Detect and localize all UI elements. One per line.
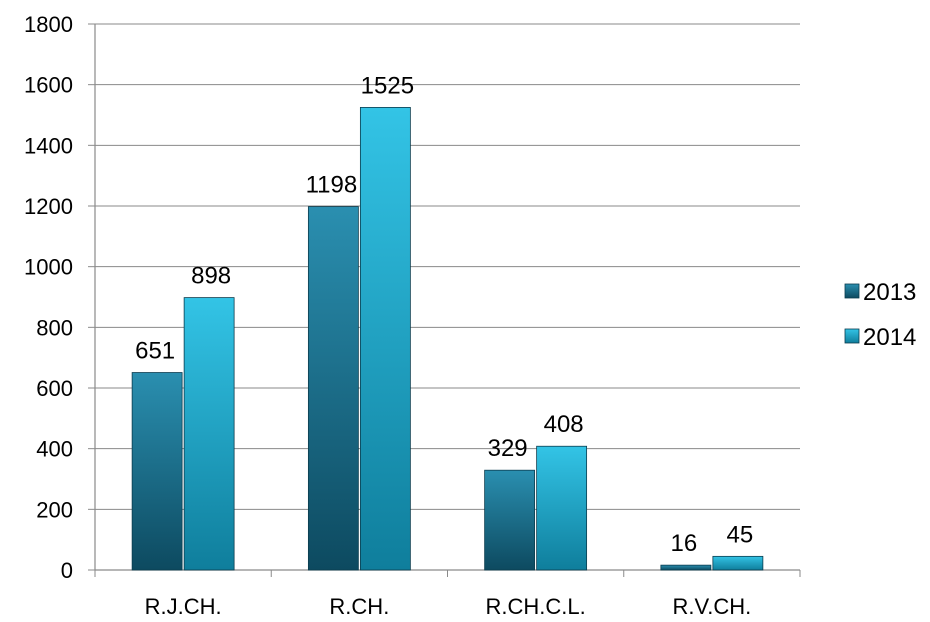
y-tick-label: 1600 (24, 73, 73, 98)
bar-2014-R.J.CH. (183, 297, 235, 571)
y-tick-label: 1200 (24, 194, 73, 219)
data-label: 651 (135, 338, 175, 365)
y-tick-label: 0 (61, 558, 73, 583)
y-tick-label: 800 (36, 315, 73, 340)
legend-label: 2014 (863, 324, 916, 351)
y-tick-label: 200 (36, 497, 73, 522)
legend-swatch-2014 (844, 328, 860, 344)
data-label: 16 (671, 530, 698, 557)
y-tick-label: 400 (36, 437, 73, 462)
bar-2013-R.CH.C.L. (484, 469, 536, 571)
data-label: 408 (544, 411, 584, 438)
data-label: 898 (191, 263, 231, 290)
bar-2013-R.J.CH. (131, 372, 183, 571)
data-label: 1525 (361, 72, 414, 99)
y-tick-label: 600 (36, 376, 73, 401)
bar-2014-R.CH.C.L. (536, 445, 588, 571)
bar-2014-R.CH. (359, 107, 411, 571)
y-tick-label: 1000 (24, 255, 73, 280)
legend-label: 2013 (863, 279, 916, 306)
bar-2013-R.CH. (307, 206, 359, 571)
axes: 0 200 400 600 800 1000 1200 1400 1600 1800 R.J.CH.… (24, 12, 801, 619)
y-tick-label: 1400 (24, 133, 73, 158)
bars (131, 107, 764, 571)
legend-swatch-2013 (844, 283, 860, 299)
data-label: 45 (727, 521, 754, 548)
data-label: 1198 (306, 172, 358, 199)
x-category-label: R.J.CH. (145, 594, 222, 617)
y-tick-label: 1800 (24, 12, 73, 37)
bar-2014-R.V.CH. (712, 555, 764, 571)
legend: 2013 2014 (844, 279, 916, 351)
bar-2013-R.V.CH. (660, 564, 712, 571)
x-category-label: R.V.CH. (673, 594, 752, 617)
x-category-label: R.CH. (329, 594, 389, 617)
x-category-label: R.CH.C.L. (486, 594, 586, 617)
data-label: 329 (488, 435, 528, 462)
data-labels: 651 898 1198 1525 329 408 16 45 (135, 72, 753, 557)
